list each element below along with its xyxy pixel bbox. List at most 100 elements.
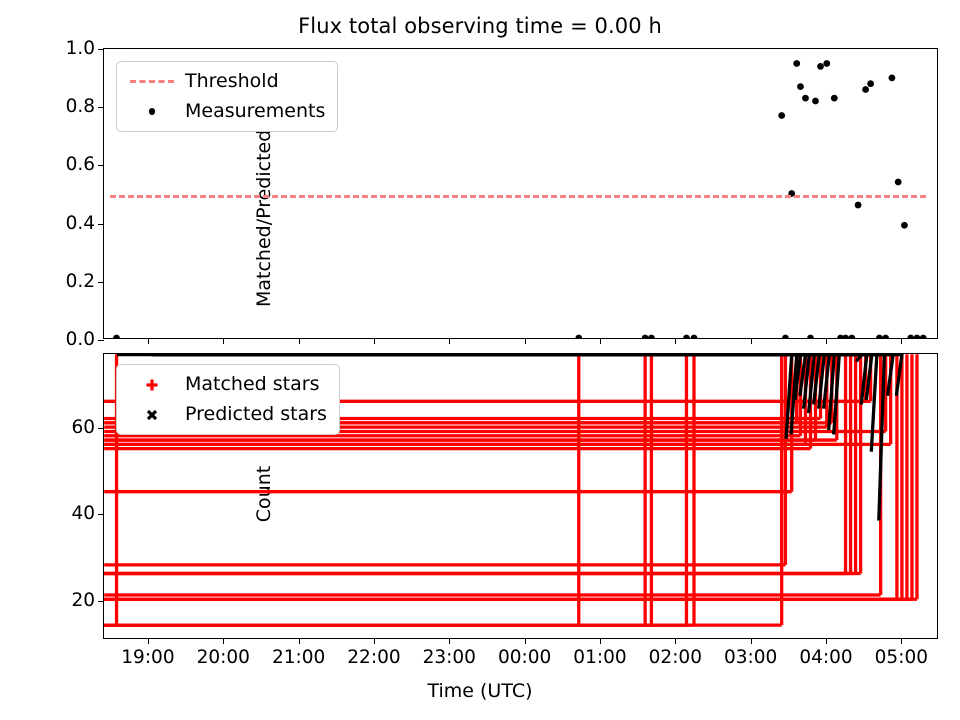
measurement-point bbox=[914, 335, 921, 338]
legend-label-matched-stars: Matched stars bbox=[185, 375, 319, 394]
legend-item-matched-stars[interactable]: Matched stars bbox=[127, 372, 327, 397]
y-axis-tick-label: 0.0 bbox=[66, 331, 95, 350]
measurement-point bbox=[907, 335, 914, 338]
measurement-point bbox=[901, 222, 908, 229]
x-axis-tick bbox=[901, 638, 902, 644]
measurement-point bbox=[895, 179, 902, 186]
legend-label-predicted-stars: Predicted stars bbox=[185, 405, 327, 424]
measurement-point bbox=[807, 335, 814, 338]
measurement-point bbox=[648, 335, 655, 338]
y-axis-tick bbox=[98, 49, 104, 50]
x-axis-tick bbox=[525, 338, 526, 344]
legend-item-threshold[interactable]: Threshold bbox=[127, 69, 325, 94]
y-axis-tick bbox=[98, 514, 104, 515]
x-axis-tick bbox=[449, 638, 450, 644]
y-axis-tick-label: 0.8 bbox=[66, 98, 95, 117]
x-axis-label: Time (UTC) bbox=[0, 680, 960, 702]
x-axis-tick-label: 05:00 bbox=[875, 649, 928, 668]
x-axis-tick bbox=[751, 338, 752, 344]
measurement-point bbox=[797, 83, 804, 90]
measurement-point bbox=[113, 335, 120, 338]
x-axis-tick-label: 02:00 bbox=[649, 649, 702, 668]
y-axis-tick bbox=[98, 107, 104, 108]
plus-marker-icon bbox=[127, 374, 177, 396]
x-axis-tick bbox=[826, 338, 827, 344]
y-axis-tick-label: 60 bbox=[71, 418, 95, 437]
measurement-point bbox=[831, 95, 838, 102]
measurement-point bbox=[802, 95, 809, 102]
x-axis-tick bbox=[299, 638, 300, 644]
measurement-point bbox=[642, 335, 649, 338]
measurement-point bbox=[817, 63, 824, 70]
y-axis-tick bbox=[98, 428, 104, 429]
figure-canvas: Flux total observing time = 0.00 h Match… bbox=[0, 0, 960, 720]
x-axis-tick bbox=[901, 338, 902, 344]
x-axis-tick-label: 21:00 bbox=[272, 649, 325, 668]
measurement-point bbox=[882, 335, 889, 338]
x-axis-tick bbox=[751, 638, 752, 644]
figure-title: Flux total observing time = 0.00 h bbox=[0, 14, 960, 38]
top-panel-legend: Threshold Measurements bbox=[116, 61, 338, 132]
y-axis-tick-label: 0.4 bbox=[66, 214, 95, 233]
legend-item-measurements[interactable]: Measurements bbox=[127, 99, 325, 124]
y-axis-tick bbox=[98, 282, 104, 283]
x-axis-tick bbox=[148, 338, 149, 344]
x-axis-tick bbox=[525, 638, 526, 644]
y-axis-tick-label: 20 bbox=[71, 592, 95, 611]
legend-item-predicted-stars[interactable]: Predicted stars bbox=[127, 402, 327, 427]
x-axis-tick bbox=[223, 638, 224, 644]
measurement-point bbox=[691, 335, 698, 338]
y-axis-tick bbox=[98, 165, 104, 166]
measurement-point bbox=[848, 335, 855, 338]
x-axis-tick bbox=[299, 338, 300, 344]
x-axis-tick-label: 23:00 bbox=[423, 649, 476, 668]
measurement-point bbox=[920, 335, 927, 338]
dashed-line-icon bbox=[127, 71, 177, 93]
y-axis-tick-label: 1.0 bbox=[66, 40, 95, 59]
x-axis-tick bbox=[223, 338, 224, 344]
x-axis-tick-label: 19:00 bbox=[121, 649, 174, 668]
x-axis-tick bbox=[374, 338, 375, 344]
measurement-point bbox=[575, 335, 582, 338]
measurement-point bbox=[855, 202, 862, 209]
x-axis-tick-label: 01:00 bbox=[573, 649, 626, 668]
y-axis-tick-label: 0.2 bbox=[66, 273, 95, 292]
matched-star-point bbox=[104, 354, 116, 625]
y-axis-tick-label: 0.6 bbox=[66, 156, 95, 175]
bottom-panel-legend: Matched stars Predicted stars bbox=[116, 364, 340, 435]
measurement-point bbox=[867, 80, 874, 87]
cross-marker-icon bbox=[127, 404, 177, 426]
x-axis-tick bbox=[600, 338, 601, 344]
measurement-point bbox=[683, 335, 690, 338]
x-axis-tick bbox=[600, 638, 601, 644]
x-axis-tick bbox=[449, 338, 450, 344]
measurement-point bbox=[876, 335, 883, 338]
measurement-point bbox=[778, 112, 785, 119]
x-axis-tick bbox=[826, 638, 827, 644]
x-axis-tick bbox=[675, 638, 676, 644]
x-axis-tick bbox=[374, 638, 375, 644]
measurement-point bbox=[823, 60, 830, 67]
x-axis-tick bbox=[148, 638, 149, 644]
x-axis-tick-label: 03:00 bbox=[724, 649, 777, 668]
measurement-point bbox=[862, 86, 869, 93]
threshold-line bbox=[110, 195, 926, 198]
x-axis-tick-label: 20:00 bbox=[197, 649, 250, 668]
top-panel-axes: Matched/Predicted stars 0.00.20.40.60.81… bbox=[103, 48, 938, 339]
x-axis-tick bbox=[675, 338, 676, 344]
measurement-point bbox=[889, 75, 896, 82]
dot-marker-icon bbox=[127, 101, 177, 123]
x-axis-tick-label: 22:00 bbox=[347, 649, 400, 668]
x-axis-tick-label: 04:00 bbox=[799, 649, 852, 668]
x-axis-tick-label: 00:00 bbox=[498, 649, 551, 668]
measurement-point bbox=[782, 335, 789, 338]
measurement-point bbox=[793, 60, 800, 67]
y-axis-tick bbox=[98, 340, 104, 341]
measurement-point bbox=[812, 98, 819, 105]
legend-label-threshold: Threshold bbox=[185, 72, 279, 91]
y-axis-tick-label: 40 bbox=[71, 505, 95, 524]
y-axis-tick bbox=[98, 601, 104, 602]
measurement-point bbox=[842, 335, 849, 338]
bottom-panel-axes: Count 204060 19:0020:0021:0022:0023:0000… bbox=[103, 353, 938, 639]
y-axis-tick bbox=[98, 224, 104, 225]
